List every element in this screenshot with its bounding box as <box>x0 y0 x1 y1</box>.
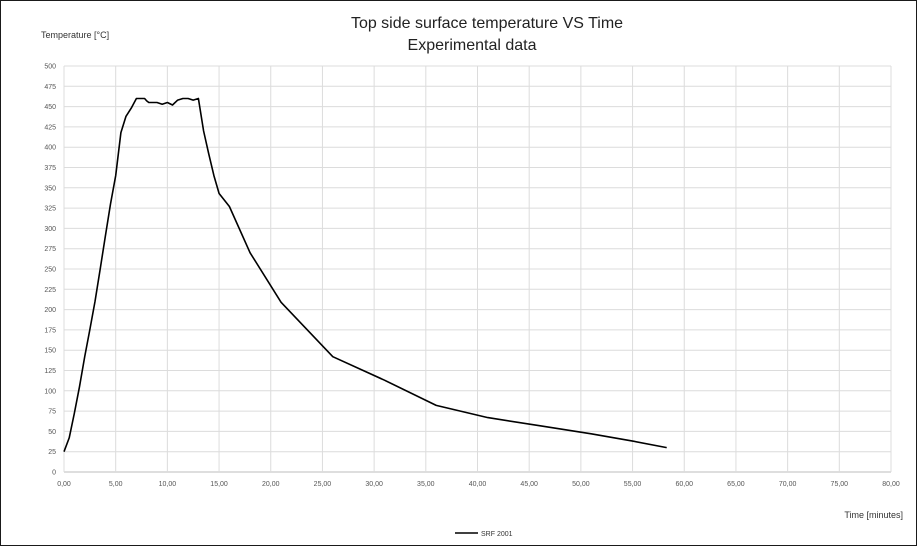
x-tick-label: 80,00 <box>882 481 900 488</box>
x-tick-label: 10,00 <box>159 481 177 488</box>
y-tick-label: 450 <box>44 104 56 111</box>
x-axis-title: Time [minutes] <box>844 510 903 520</box>
y-tick-label: 200 <box>44 307 56 314</box>
y-tick-label: 500 <box>44 64 56 71</box>
y-tick-label: 0 <box>52 470 56 477</box>
x-tick-label: 55,00 <box>624 481 642 488</box>
y-tick-label: 25 <box>48 449 56 456</box>
y-tick-label: 125 <box>44 368 56 375</box>
x-tick-label: 70,00 <box>779 481 797 488</box>
x-tick-label: 5,00 <box>109 481 123 488</box>
y-tick-label: 150 <box>44 348 56 355</box>
legend-label-srf-2001: SRF 2001 <box>481 531 513 538</box>
y-tick-label: 75 <box>48 409 56 416</box>
x-tick-label: 75,00 <box>831 481 849 488</box>
y-axis-ticks: 0 25 50 75 100 125 150 175 200 225 250 275 300 325 350… <box>44 64 56 477</box>
y-tick-label: 275 <box>44 246 56 253</box>
series-line-srf-2001 <box>63 97 667 452</box>
y-tick-label: 50 <box>48 429 56 436</box>
y-tick-label: 100 <box>44 388 56 395</box>
y-tick-label: 300 <box>44 226 56 233</box>
x-tick-label: 40,00 <box>469 481 487 488</box>
x-tick-label: 60,00 <box>675 481 693 488</box>
series-layer <box>63 97 667 452</box>
x-tick-label: 0,00 <box>57 481 71 488</box>
x-tick-label: 20,00 <box>262 481 280 488</box>
y-tick-label: 225 <box>44 287 56 294</box>
y-tick-label: 250 <box>44 267 56 274</box>
y-tick-label: 425 <box>44 124 56 131</box>
chart-subtitle: Experimental data <box>408 37 537 54</box>
gridlines <box>63 65 892 473</box>
x-tick-label: 65,00 <box>727 481 745 488</box>
chart-title: Top side surface temperature VS Time <box>351 15 623 32</box>
x-axis-ticks: 0,00 5,00 10,00 15,00 20,00 25,00 30,00 35,00 40… <box>57 481 900 488</box>
x-tick-label: 45,00 <box>520 481 538 488</box>
y-tick-label: 175 <box>44 327 56 334</box>
x-tick-label: 50,00 <box>572 481 590 488</box>
legend: SRF 2001 <box>455 531 513 538</box>
y-tick-label: 325 <box>44 206 56 213</box>
y-tick-label: 475 <box>44 84 56 91</box>
x-tick-label: 35,00 <box>417 481 435 488</box>
y-axis-title: Temperature [°C] <box>41 30 109 40</box>
x-tick-label: 15,00 <box>210 481 228 488</box>
y-tick-label: 400 <box>44 145 56 152</box>
y-tick-label: 350 <box>44 185 56 192</box>
y-tick-label: 375 <box>44 165 56 172</box>
x-tick-label: 30,00 <box>365 481 383 488</box>
x-tick-label: 25,00 <box>314 481 332 488</box>
